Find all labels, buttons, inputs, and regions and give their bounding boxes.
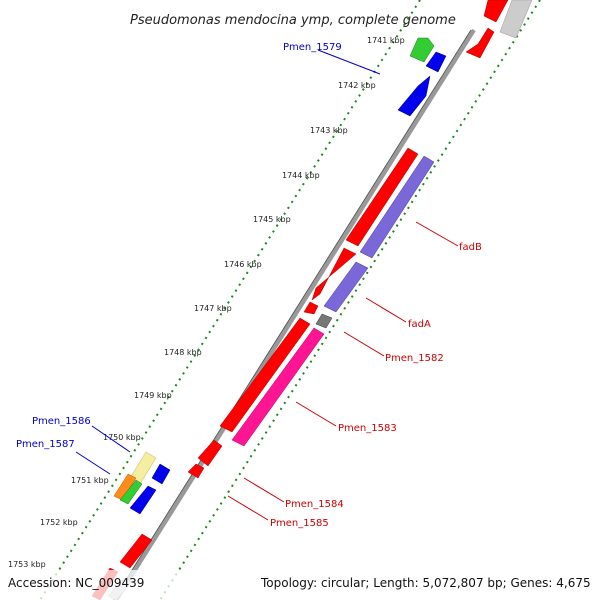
feature-pink-pmen1583 (231, 327, 325, 447)
footer-band (0, 570, 600, 600)
tick-label-1752: 1752 kbp (40, 518, 78, 527)
tick-label-1742: 1742 kbp (338, 81, 376, 90)
label-pmen1586: Pmen_1586 (32, 416, 91, 427)
accession-text: Accession: NC_009439 (8, 576, 144, 590)
feature-blue-1751 (129, 485, 157, 515)
map-title: Pseudomonas mendocina ymp, complete geno… (130, 13, 456, 28)
feature-blue-1750 (151, 463, 171, 485)
label-pmen1585: Pmen_1585 (270, 518, 329, 529)
leader-pmen1583 (295, 401, 337, 427)
tick-label-1749: 1749 kbp (134, 391, 172, 400)
feature-gray-pmen1582 (315, 313, 333, 329)
tick-label-1746: 1746 kbp (224, 260, 262, 269)
feature-blue-1742 (397, 75, 431, 117)
tick-label-1748: 1748 kbp (164, 348, 202, 357)
feature-red-1752 (119, 533, 153, 569)
genome-backbone-edge (112, 29, 472, 600)
label-pmen1583: Pmen_1583 (338, 423, 397, 434)
tick-label-1747: 1747 kbp (194, 304, 232, 313)
label-pmen1587: Pmen_1587 (16, 439, 75, 450)
feature-red-fadB-strand (345, 147, 419, 247)
outer-tick-ring (39, 0, 421, 600)
feature-green-pmen1579 (409, 37, 435, 63)
label-pmen1579: Pmen_1579 (283, 42, 342, 53)
feature-red-strand-2 (311, 247, 357, 301)
tick-label-1753: 1753 kbp (8, 560, 46, 569)
topology-text: Topology: circular; Length: 5,072,807 bp… (260, 576, 591, 590)
feature-green-1751 (119, 479, 143, 505)
label-fadB: fadB (459, 242, 482, 253)
genome-backbone (113, 28, 476, 600)
feature-red-1741 (465, 27, 495, 59)
leader-pmen1585 (227, 495, 269, 521)
leader-pmen1579 (317, 49, 381, 75)
label-pmen1584: Pmen_1584 (285, 499, 344, 510)
feature-red-small-1747 (303, 301, 319, 315)
inner-tick-ring (159, 0, 541, 600)
leader-pmen1582 (343, 331, 385, 357)
feature-red-pmen1585 (187, 463, 205, 479)
label-fadA: fadA (408, 319, 431, 330)
leader-fadB (415, 221, 459, 247)
feature-purple-fadB (359, 155, 435, 259)
leader-pmen1586 (91, 425, 131, 453)
tick-label-1751: 1751 kbp (71, 476, 109, 485)
leader-pmen1587 (75, 451, 111, 475)
feature-blue-1741 (425, 51, 447, 73)
tick-label-1743: 1743 kbp (310, 126, 348, 135)
tick-label-1744: 1744 kbp (282, 171, 320, 180)
tick-label-1745: 1745 kbp (253, 215, 291, 224)
leader-fadA (365, 297, 407, 323)
label-pmen1582: Pmen_1582 (385, 353, 444, 364)
feature-top-gray (499, 0, 533, 39)
feature-top-red (483, 0, 509, 23)
tick-label-1741: 1741 kbp (367, 36, 405, 45)
tick-label-1750: 1750 kbp (103, 433, 141, 442)
feature-purple-fadA (323, 261, 369, 313)
leader-pmen1584 (243, 477, 285, 503)
feature-red-pmen1583-strand (219, 317, 311, 433)
feature-red-pmen1584 (197, 439, 223, 467)
